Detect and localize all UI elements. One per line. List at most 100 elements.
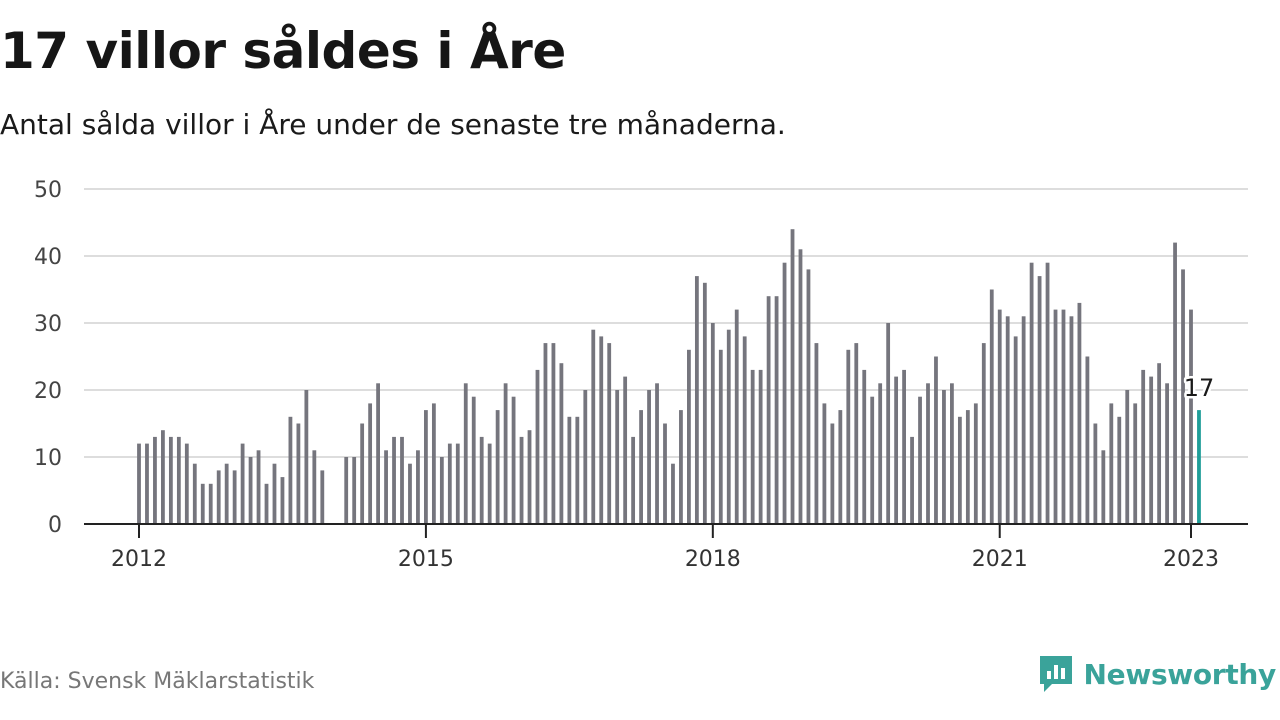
bar: [344, 457, 349, 524]
bar: [846, 349, 851, 524]
bar: [208, 483, 213, 524]
bar: [431, 403, 436, 524]
bar: [1157, 363, 1162, 524]
source-note: Källa: Svensk Mäklarstatistik: [0, 669, 315, 694]
bar: [153, 436, 157, 524]
bar: [1053, 309, 1058, 524]
bar: [161, 430, 165, 524]
bar: [567, 416, 572, 524]
bar: [718, 349, 723, 524]
bar: [957, 416, 962, 524]
bar: [750, 369, 755, 524]
bar: [710, 323, 715, 524]
bar: [1061, 309, 1066, 524]
bar: [798, 249, 803, 525]
x-tick-label: 2023: [1163, 547, 1219, 572]
bar: [615, 390, 620, 524]
bar: [551, 343, 556, 524]
bar: [965, 410, 970, 524]
bar: [679, 410, 683, 524]
bar: [447, 443, 452, 524]
bar: [1085, 356, 1090, 524]
bar: [296, 423, 301, 524]
bar: [487, 443, 492, 524]
bar: [790, 229, 795, 524]
bar: [559, 363, 564, 524]
bar: [894, 376, 899, 524]
y-tick-label: 20: [34, 379, 62, 404]
brand-logo[interactable]: Newsworthy: [1038, 654, 1276, 694]
bar: [583, 390, 588, 524]
bar: [424, 410, 428, 524]
bar: [742, 336, 747, 524]
bar: [981, 343, 986, 524]
labels: 17: [1181, 372, 1217, 405]
bar: [312, 450, 317, 524]
bar: [495, 410, 500, 524]
bar: [1013, 336, 1018, 524]
bar: [1045, 262, 1050, 524]
bar: [1029, 262, 1034, 524]
bar: [878, 383, 883, 524]
bar: [145, 443, 149, 524]
bar: [989, 289, 994, 524]
bar: [918, 396, 922, 524]
y-tick-label: 50: [34, 178, 62, 203]
bar: [926, 383, 930, 524]
x-tick-label: 2018: [685, 547, 741, 572]
bar: [1109, 403, 1114, 524]
bar: [240, 443, 245, 524]
gridlines: [84, 188, 1248, 458]
bar: [997, 309, 1002, 524]
bar: [304, 390, 309, 524]
bar: [1125, 390, 1130, 524]
bar: [766, 296, 771, 524]
bar: [886, 323, 891, 524]
bar: [216, 470, 221, 524]
bar: [1133, 403, 1138, 524]
bar: [806, 269, 811, 524]
bar: [902, 369, 906, 524]
bar: [1189, 309, 1193, 524]
bar: [360, 423, 365, 524]
bar: [1117, 416, 1122, 524]
x-tick-label: 2012: [111, 547, 167, 572]
bar: [1005, 316, 1010, 524]
bar: [1101, 450, 1106, 524]
chart-title: 17 villor såldes i Åre: [0, 22, 566, 80]
bars: [137, 229, 1201, 525]
bar: [1069, 316, 1074, 524]
bar: [575, 416, 580, 524]
bar: [774, 296, 779, 524]
bar: [416, 450, 420, 524]
bar: [232, 470, 237, 524]
bar: [1149, 376, 1154, 524]
bar: [248, 457, 253, 524]
y-tick-label: 10: [34, 446, 62, 471]
bar: [599, 336, 604, 524]
bar: [734, 309, 739, 524]
x-tick-label: 2021: [972, 547, 1028, 572]
bar-chart: 0 10 20 30 40 50 2012 2015 2018 2021 2023 17: [34, 178, 1248, 572]
bar: [320, 470, 325, 524]
bar: [1093, 423, 1098, 524]
bar: [702, 282, 707, 524]
bar: [607, 343, 612, 524]
bar: [463, 383, 468, 524]
bar: [639, 410, 643, 524]
bar: [224, 463, 229, 524]
bar: [655, 383, 659, 524]
bar: [352, 457, 357, 524]
x-tick-label: 2015: [398, 547, 454, 572]
bar: [376, 383, 380, 524]
bar: [200, 483, 205, 524]
bar: [368, 403, 373, 524]
bar: [942, 390, 946, 524]
bar: [631, 436, 636, 524]
bar: [870, 396, 875, 524]
bar: [862, 369, 867, 524]
bar: [384, 450, 388, 524]
bar: [527, 430, 532, 524]
bar: [1173, 242, 1177, 524]
bar: [854, 343, 859, 524]
